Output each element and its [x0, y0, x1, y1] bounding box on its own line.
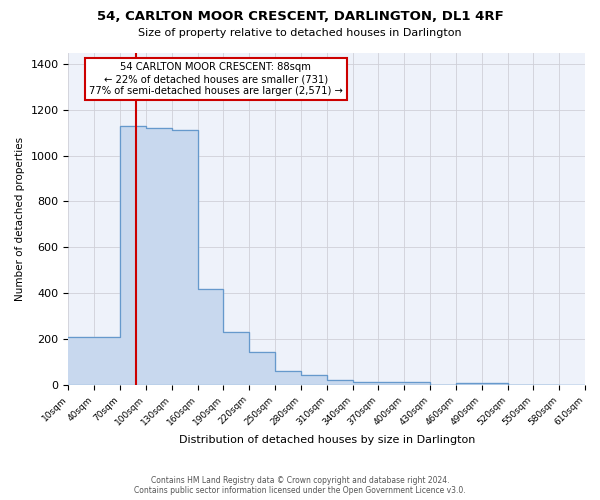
Text: 54, CARLTON MOOR CRESCENT, DARLINGTON, DL1 4RF: 54, CARLTON MOOR CRESCENT, DARLINGTON, D…	[97, 10, 503, 23]
Text: Contains HM Land Registry data © Crown copyright and database right 2024.
Contai: Contains HM Land Registry data © Crown c…	[134, 476, 466, 495]
Text: 54 CARLTON MOOR CRESCENT: 88sqm
← 22% of detached houses are smaller (731)
77% o: 54 CARLTON MOOR CRESCENT: 88sqm ← 22% of…	[89, 62, 343, 96]
Text: Size of property relative to detached houses in Darlington: Size of property relative to detached ho…	[138, 28, 462, 38]
X-axis label: Distribution of detached houses by size in Darlington: Distribution of detached houses by size …	[179, 435, 475, 445]
Polygon shape	[68, 126, 585, 385]
Y-axis label: Number of detached properties: Number of detached properties	[15, 136, 25, 300]
